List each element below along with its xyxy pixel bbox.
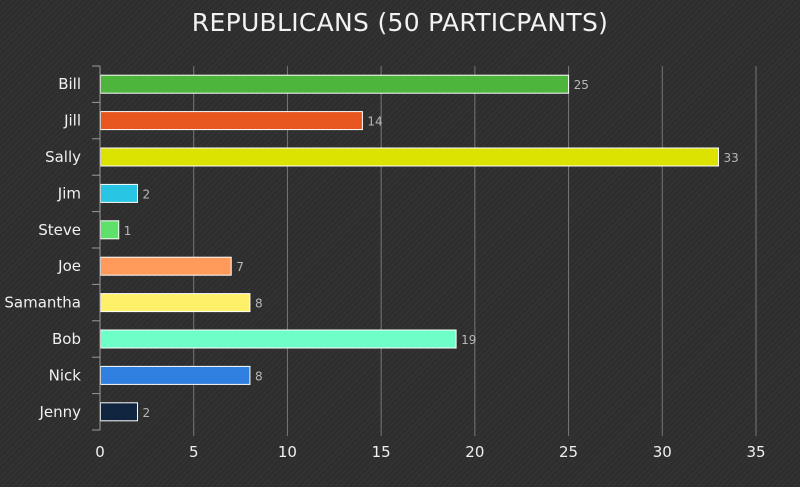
bars: [100, 74, 720, 422]
x-tick-label-5: 5: [189, 443, 199, 461]
x-tick-label-35: 35: [746, 443, 765, 461]
data-label-joe: 7: [236, 260, 244, 274]
data-label-steve: 1: [124, 224, 132, 238]
x-tick-label-10: 10: [278, 443, 297, 461]
x-tick-label-15: 15: [372, 443, 391, 461]
bar-jill: [100, 111, 363, 131]
category-label-steve: Steve: [38, 221, 81, 239]
bar-jenny: [100, 402, 138, 422]
category-label-jim: Jim: [57, 184, 81, 202]
bar-bob: [100, 329, 457, 349]
data-label-jim: 2: [142, 187, 150, 201]
data-label-samantha: 8: [255, 297, 263, 311]
axes: [92, 65, 101, 431]
bar-samantha: [100, 293, 251, 313]
data-label-nick: 8: [255, 369, 263, 383]
data-label-jenny: 2: [142, 406, 150, 420]
bar-bill: [100, 74, 570, 94]
bar-steve: [100, 220, 120, 240]
bar-jim: [100, 183, 138, 203]
category-label-jenny: Jenny: [38, 403, 81, 421]
category-label-nick: Nick: [49, 366, 82, 384]
x-tick-label-25: 25: [559, 443, 578, 461]
category-label-joe: Joe: [57, 257, 81, 275]
category-label-sally: Sally: [45, 148, 81, 166]
x-tick-label-30: 30: [653, 443, 672, 461]
chart-title: REPUBLICANS (50 PARTICPANTS): [191, 8, 609, 37]
category-label-bob: Bob: [52, 330, 81, 348]
labels: 0 5 10 15 20 25 30 35 Bill 25 Jill 14 Sally 33 Jim 2 Ste…: [4, 75, 765, 461]
data-label-jill: 14: [367, 115, 382, 129]
x-tick-label-0: 0: [95, 443, 105, 461]
bar-sally: [100, 147, 720, 167]
bar-joe: [100, 256, 232, 276]
x-tick-label-20: 20: [465, 443, 484, 461]
data-label-sally: 33: [724, 151, 739, 165]
category-label-jill: Jill: [63, 112, 81, 130]
data-label-bill: 25: [574, 78, 589, 92]
category-label-bill: Bill: [58, 75, 81, 93]
data-label-bob: 19: [461, 333, 476, 347]
category-label-samantha: Samantha: [4, 294, 81, 312]
bar-nick: [100, 365, 251, 385]
